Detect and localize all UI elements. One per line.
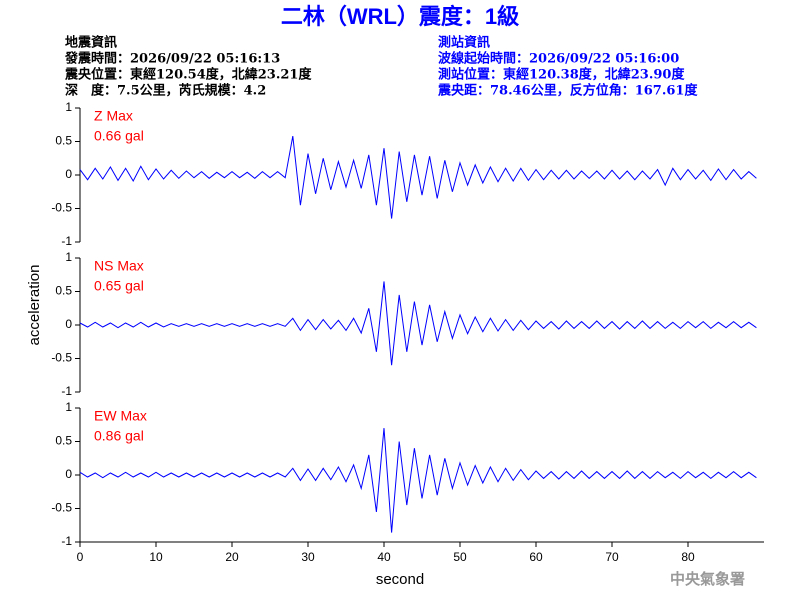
info-line: 深 度：7.5公里，芮氏規模：4.2 — [65, 83, 266, 99]
x-tick-label: 40 — [377, 550, 391, 564]
y-axis-label: acceleration — [26, 265, 43, 346]
x-tick-label: 30 — [301, 550, 315, 564]
y-tick-label: 1 — [65, 400, 72, 414]
x-tick-label: 0 — [77, 550, 84, 564]
x-tick-label: 70 — [605, 550, 619, 564]
x-tick-label: 80 — [681, 550, 695, 564]
x-tick-label: 50 — [453, 550, 467, 564]
info-line: 地震資訊 — [65, 35, 117, 51]
y-tick-label: -1 — [61, 234, 72, 248]
y-tick-label: -0.5 — [51, 501, 72, 515]
y-tick-label: -0.5 — [51, 201, 72, 215]
annotation: Z Max — [94, 108, 133, 124]
info-line: 測站位置：東經120.38度，北緯23.90度 — [438, 67, 685, 83]
y-tick-label: 0 — [65, 467, 72, 481]
annotation: 0.65 gal — [94, 278, 144, 294]
waveform — [79, 136, 757, 219]
chart-title: 二林（WRL）震度：1級 — [281, 4, 519, 29]
info-line: 震央距：78.46公里，反方位角：167.61度 — [437, 83, 698, 99]
x-tick-label: 10 — [149, 550, 163, 564]
footer: 中央氣象署 — [670, 570, 745, 588]
annotation: EW Max — [94, 408, 147, 424]
info-line: 震央位置：東經120.54度，北緯23.21度 — [64, 67, 312, 83]
info-line: 測站資訊 — [438, 35, 490, 51]
waveform — [79, 281, 757, 366]
y-tick-label: 0 — [65, 317, 72, 331]
x-tick-label: 20 — [225, 550, 239, 564]
y-tick-label: 0 — [65, 167, 72, 181]
x-tick-label: 60 — [529, 550, 543, 564]
y-tick-label: -0.5 — [51, 351, 72, 365]
y-tick-label: 1 — [65, 250, 72, 264]
y-tick-label: -1 — [61, 534, 72, 548]
y-tick-label: -1 — [61, 384, 72, 398]
annotation: 0.66 gal — [94, 128, 144, 144]
y-tick-label: 1 — [65, 100, 72, 114]
y-tick-label: 0.5 — [55, 284, 72, 298]
waveform — [79, 428, 757, 533]
annotation: 0.86 gal — [94, 428, 144, 444]
y-tick-label: 0.5 — [55, 434, 72, 448]
x-axis-label: second — [376, 571, 424, 588]
info-line: 波線起始時間：2026/09/22 05:16:00 — [438, 51, 679, 67]
y-tick-label: 0.5 — [55, 134, 72, 148]
annotation: NS Max — [94, 258, 144, 274]
info-line: 發震時間：2026/09/22 05:16:13 — [64, 51, 280, 67]
